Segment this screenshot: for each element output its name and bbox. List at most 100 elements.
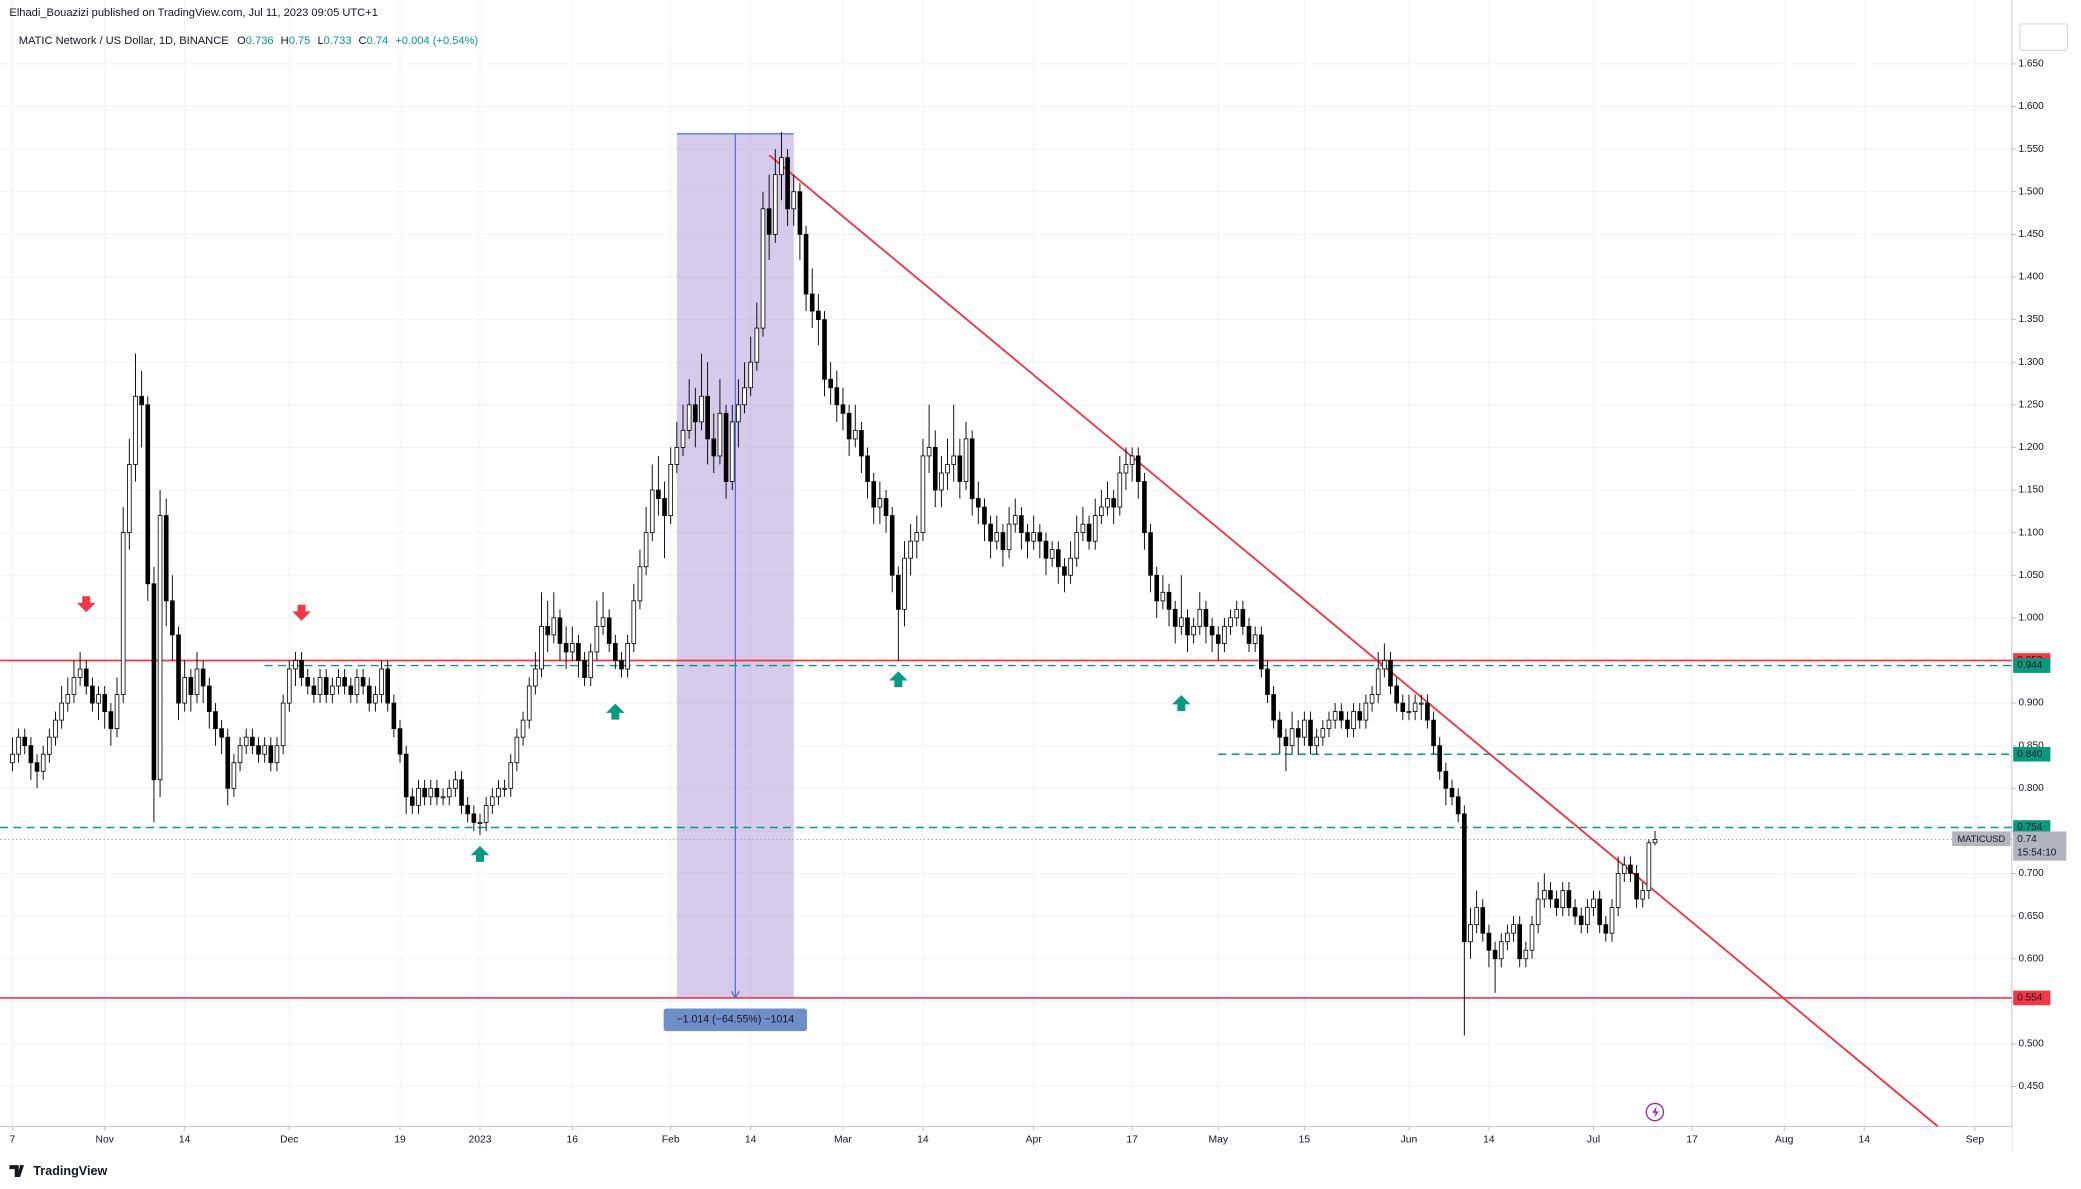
candle-body [10, 753, 15, 764]
candle-body [133, 395, 138, 465]
x-tick-label: Sep [1966, 1135, 1985, 1146]
candle-body [200, 668, 206, 687]
candle-body [871, 481, 877, 508]
candle-body [1375, 668, 1381, 695]
price-label: 0.74 [2017, 834, 2037, 845]
candle-body [1080, 523, 1086, 534]
y-tick-label: 1.300 [2019, 357, 2045, 368]
candle-body [53, 719, 58, 738]
candle-body [976, 498, 981, 508]
candle-body [1425, 702, 1430, 721]
candle-body [557, 617, 563, 644]
y-tick-label: 0.600 [2019, 953, 2045, 964]
settings-icon[interactable] [2019, 23, 2069, 51]
candle-body [613, 643, 618, 661]
candle-body [803, 233, 809, 295]
candle-body [1609, 907, 1615, 934]
candle-body [1535, 898, 1541, 926]
candle-body [102, 694, 108, 712]
candle-body [686, 404, 692, 431]
y-tick-label: 1.000 [2019, 613, 2045, 624]
candle-body [649, 489, 655, 534]
candle-body [1474, 907, 1479, 926]
candle-body [1209, 625, 1215, 636]
y-tick-label: 1.450 [2019, 229, 2045, 240]
candle-body [1578, 915, 1584, 926]
y-tick-label: 1.400 [2019, 272, 2045, 283]
candle-body [1560, 890, 1566, 909]
candle-body [1019, 515, 1024, 534]
candle-body [1166, 591, 1172, 610]
candle-body [760, 208, 766, 329]
candle-body [416, 787, 421, 806]
candle-body [1542, 890, 1547, 900]
candle-body [1160, 591, 1166, 602]
countdown: 15:54:10 [2017, 847, 2057, 858]
candle-body [231, 762, 237, 789]
candle-body [96, 694, 101, 704]
candle-body [170, 600, 175, 636]
candle-body [446, 787, 452, 798]
candle-body [262, 745, 267, 755]
candle-body [219, 728, 224, 738]
candle-body [1074, 532, 1080, 559]
candle-body [428, 787, 434, 798]
candle-body [1517, 924, 1523, 960]
candle-body [1443, 770, 1449, 789]
candle-body [729, 421, 735, 482]
ohlc-key: C [359, 35, 367, 47]
candle-body [213, 711, 218, 730]
candle-body [945, 464, 950, 474]
candle-body [1523, 949, 1529, 960]
candle-body [1191, 625, 1196, 636]
candle-body [410, 796, 415, 806]
candle-body [877, 498, 883, 508]
candle-body [373, 694, 378, 704]
alert-icon[interactable] [1645, 1102, 1665, 1122]
candle-body [1215, 634, 1221, 644]
y-tick-label: 1.350 [2019, 314, 2045, 325]
candle-body [1228, 617, 1233, 627]
candle-body [348, 685, 354, 695]
candle-body [1148, 532, 1153, 576]
candle-body [163, 515, 169, 602]
candle-body [1640, 890, 1646, 900]
candle-body [280, 702, 286, 747]
candle-body [656, 489, 661, 499]
y-tick-label: 1.200 [2019, 442, 2045, 453]
signal-arrow [889, 671, 908, 688]
candle-body [194, 668, 200, 695]
candle-body [514, 736, 520, 764]
candle-body [625, 643, 630, 670]
x-tick-label: 17 [1126, 1135, 1138, 1146]
candle-body [1086, 523, 1092, 542]
candle-body [151, 583, 157, 781]
x-tick-label: 19 [394, 1135, 406, 1146]
candle-body [268, 745, 274, 764]
candle-body [1480, 907, 1486, 934]
price-label-bg [2013, 831, 2067, 861]
candle-body [59, 702, 64, 721]
candle-body [354, 677, 360, 695]
candle-body [1068, 557, 1073, 576]
level-label: 0.944 [2017, 660, 2043, 671]
candle-body [766, 208, 772, 235]
candle-body [157, 515, 163, 781]
candle-body [1289, 728, 1295, 747]
level-label-bg [2013, 820, 2051, 835]
candle-body [1363, 702, 1369, 721]
candle-body [1652, 839, 1658, 844]
candle-body [1062, 566, 1067, 576]
candle-body [1111, 498, 1116, 508]
candle-body [668, 464, 674, 516]
candle-body [859, 429, 864, 457]
candle-body [305, 677, 311, 687]
x-tick-label: Dec [280, 1135, 298, 1146]
ohlc-value: 0.733 [324, 35, 352, 47]
annotations: −1.014 (−64.55%) −1014 [76, 596, 1191, 1032]
candle-body [22, 736, 28, 747]
candle-body [883, 498, 889, 516]
candle-body [1185, 617, 1190, 636]
candle-body [963, 438, 969, 482]
candle-body [477, 821, 483, 824]
